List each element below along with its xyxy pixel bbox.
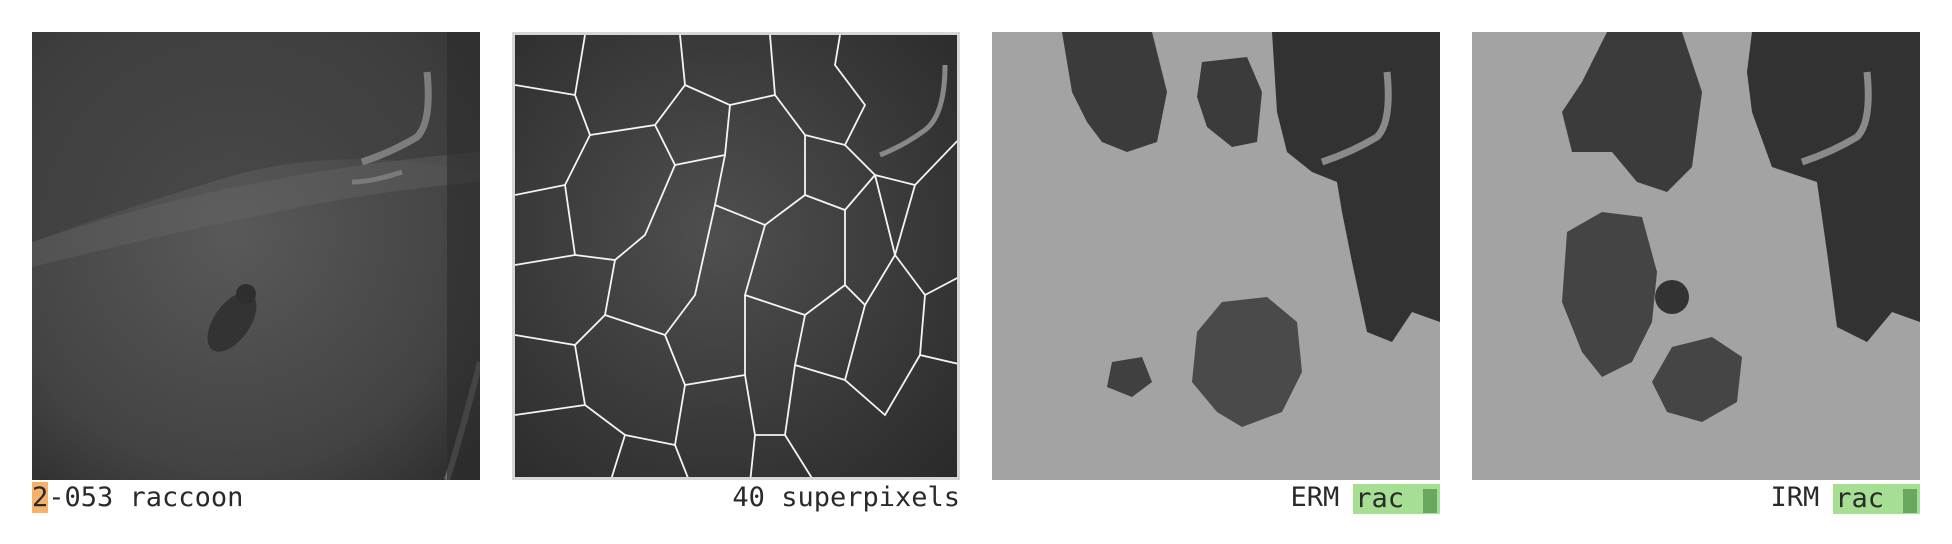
erm-prediction-label: rac bbox=[1355, 482, 1404, 514]
irm-mask-image bbox=[1472, 32, 1920, 480]
erm-confidence-bar bbox=[1423, 488, 1437, 513]
image-index-highlight: 2 bbox=[32, 482, 49, 513]
superpixel-image bbox=[512, 32, 960, 480]
erm-method-label: ERM bbox=[1290, 482, 1340, 513]
superpixel-caption: 40 superpixels bbox=[732, 482, 960, 513]
irm-prediction-label: rac bbox=[1835, 482, 1884, 514]
irm-prediction-badge: rac bbox=[1833, 482, 1920, 514]
erm-mask-image bbox=[992, 32, 1440, 480]
irm-confidence-bar bbox=[1903, 488, 1917, 513]
irm-method-label: IRM bbox=[1770, 482, 1820, 513]
original-image bbox=[32, 32, 480, 480]
irm-caption: IRM rac bbox=[1472, 478, 1920, 518]
erm-caption: ERM rac bbox=[992, 478, 1440, 518]
image-label: -053 raccoon bbox=[48, 482, 244, 513]
image-id-caption: 2-053 raccoon bbox=[32, 478, 243, 518]
erm-prediction-badge: rac bbox=[1353, 482, 1440, 514]
